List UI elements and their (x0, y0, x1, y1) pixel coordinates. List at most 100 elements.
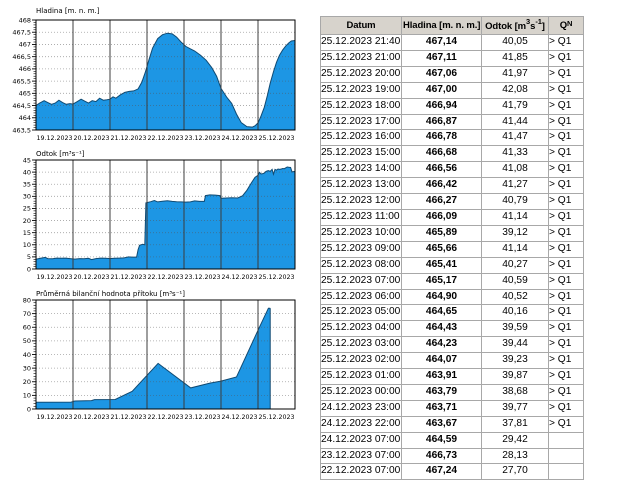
qn-cell: > Q1 (548, 34, 584, 51)
svg-text:22.12.2023: 22.12.2023 (147, 414, 183, 421)
datum-cell: 25.12.2023 20:00 (320, 65, 402, 83)
odtok-cell: 40,05 (481, 34, 549, 51)
svg-text:45: 45 (23, 156, 31, 164)
datum-cell: 22.12.2023 07:00 (320, 463, 402, 480)
datum-cell: 25.12.2023 07:00 (320, 272, 402, 290)
datum-cell: 24.12.2023 23:00 (320, 399, 402, 417)
hladina-cell: 463,91 (401, 368, 482, 385)
qn-cell: > Q1 (548, 65, 584, 83)
qn-cell: > Q1 (548, 97, 584, 115)
datum-cell: 25.12.2023 16:00 (320, 129, 402, 147)
hladina-cell: 466,68 (401, 145, 482, 163)
datum-cell: 25.12.2023 18:00 (320, 97, 402, 115)
svg-text:15: 15 (23, 229, 31, 237)
table-row: 25.12.2023 00:00 463,79 38,68 > Q1 (320, 383, 584, 401)
table-row: 24.12.2023 07:00 464,59 29,42 (320, 431, 584, 449)
table-row: 24.12.2023 22:00 463,67 37,81 > Q1 (320, 415, 584, 433)
svg-text:20.12.2023: 20.12.2023 (73, 274, 109, 281)
svg-text:Odtok [m³s⁻¹]: Odtok [m³s⁻¹] (36, 150, 85, 158)
datum-cell: 25.12.2023 11:00 (320, 208, 402, 226)
measurements-table-panel: Datum Hladina [m. n. m.] Odtok [m3s-1] Q… (320, 16, 584, 480)
datum-cell: 25.12.2023 21:40 (320, 34, 402, 51)
odtok-cell: 40,59 (481, 272, 549, 290)
column-header-hladina: Hladina [m. n. m.] (401, 16, 482, 35)
hladina-cell: 464,90 (401, 288, 482, 306)
odtok-cell: 41,33 (481, 145, 549, 163)
svg-text:19.12.2023: 19.12.2023 (36, 135, 72, 142)
qn-cell: > Q1 (548, 49, 584, 67)
measurements-table: Datum Hladina [m. n. m.] Odtok [m3s-1] Q… (320, 16, 584, 480)
odtok-cell: 41,44 (481, 113, 549, 131)
table-row: 25.12.2023 21:00 467,11 41,85 > Q1 (320, 49, 584, 67)
datum-cell: 25.12.2023 13:00 (320, 177, 402, 195)
table-row: 25.12.2023 01:00 463,91 39,87 > Q1 (320, 368, 584, 385)
table-header-row: Datum Hladina [m. n. m.] Odtok [m3s-1] Q… (320, 16, 584, 35)
hladina-cell: 467,14 (401, 34, 482, 51)
qn-cell (548, 431, 584, 449)
odtok-cell: 41,97 (481, 65, 549, 83)
odtok-cell: 39,77 (481, 399, 549, 417)
qn-cell: > Q1 (548, 240, 584, 258)
svg-text:19.12.2023: 19.12.2023 (36, 414, 72, 421)
hladina-cell: 466,94 (401, 97, 482, 115)
datum-cell: 25.12.2023 21:00 (320, 49, 402, 67)
svg-text:463,5: 463,5 (12, 126, 31, 134)
table-row: 25.12.2023 17:00 466,87 41,44 > Q1 (320, 113, 584, 131)
column-header-qn: QN (548, 16, 584, 35)
charts-panel: 468 467,5 467 466,5 466 465,5 465 464,5 464 463,5… (0, 0, 312, 480)
qn-cell: > Q1 (548, 208, 584, 226)
hladina-cell: 466,73 (401, 447, 482, 465)
hladina-cell: 465,41 (401, 256, 482, 274)
svg-text:464: 464 (19, 114, 31, 122)
svg-text:24.12.2023: 24.12.2023 (221, 274, 257, 281)
odtok-cell: 29,42 (481, 431, 549, 449)
datum-cell: 25.12.2023 03:00 (320, 336, 402, 354)
svg-text:467,5: 467,5 (12, 29, 31, 37)
svg-text:40: 40 (23, 351, 31, 359)
table-row: 25.12.2023 09:00 465,66 41,14 > Q1 (320, 240, 584, 258)
odtok-cell: 41,14 (481, 240, 549, 258)
hladina-cell: 464,65 (401, 304, 482, 322)
datum-cell: 25.12.2023 04:00 (320, 320, 402, 338)
table-row: 25.12.2023 02:00 464,07 39,23 > Q1 (320, 352, 584, 370)
svg-text:25.12.2023: 25.12.2023 (258, 274, 294, 281)
svg-text:468: 468 (19, 16, 31, 24)
datum-cell: 25.12.2023 08:00 (320, 256, 402, 274)
qn-cell: > Q1 (548, 177, 584, 195)
hladina-cell: 466,42 (401, 177, 482, 195)
qn-cell: > Q1 (548, 320, 584, 338)
table-row: 23.12.2023 07:00 466,73 28,13 (320, 447, 584, 465)
qn-cell: > Q1 (548, 161, 584, 179)
svg-text:465,5: 465,5 (12, 77, 31, 85)
svg-text:22.12.2023: 22.12.2023 (147, 274, 183, 281)
column-header-datum: Datum (320, 16, 402, 35)
odtok-cell: 39,12 (481, 224, 549, 242)
qn-cell (548, 447, 584, 465)
odtok-cell: 41,08 (481, 161, 549, 179)
qn-cell: > Q1 (548, 145, 584, 163)
table-row: 25.12.2023 12:00 466,27 40,79 > Q1 (320, 193, 584, 210)
table-row: 25.12.2023 13:00 466,42 41,27 > Q1 (320, 177, 584, 195)
table-row: 25.12.2023 16:00 466,78 41,47 > Q1 (320, 129, 584, 147)
svg-text:0: 0 (27, 405, 31, 413)
odtok-cell: 40,52 (481, 288, 549, 306)
hladina-cell: 463,71 (401, 399, 482, 417)
odtok-cell: 39,87 (481, 368, 549, 385)
qn-cell: > Q1 (548, 129, 584, 147)
table-row: 25.12.2023 19:00 467,00 42,08 > Q1 (320, 81, 584, 99)
qn-cell: > Q1 (548, 352, 584, 370)
hladina-cell: 463,67 (401, 415, 482, 433)
table-row: 25.12.2023 21:40 467,14 40,05 > Q1 (320, 34, 584, 51)
column-header-odtok: Odtok [m3s-1] (481, 16, 549, 35)
svg-text:20.12.2023: 20.12.2023 (73, 414, 109, 421)
svg-text:24.12.2023: 24.12.2023 (221, 135, 257, 142)
hladina-cell: 467,00 (401, 81, 482, 99)
svg-text:465: 465 (19, 90, 31, 98)
svg-text:30: 30 (23, 364, 31, 372)
table-row: 25.12.2023 03:00 464,23 39,44 > Q1 (320, 336, 584, 354)
svg-text:60: 60 (23, 324, 31, 332)
odtok-cell: 41,27 (481, 177, 549, 195)
datum-cell: 25.12.2023 10:00 (320, 224, 402, 242)
datum-cell: 25.12.2023 01:00 (320, 368, 402, 385)
qn-cell: > Q1 (548, 224, 584, 242)
